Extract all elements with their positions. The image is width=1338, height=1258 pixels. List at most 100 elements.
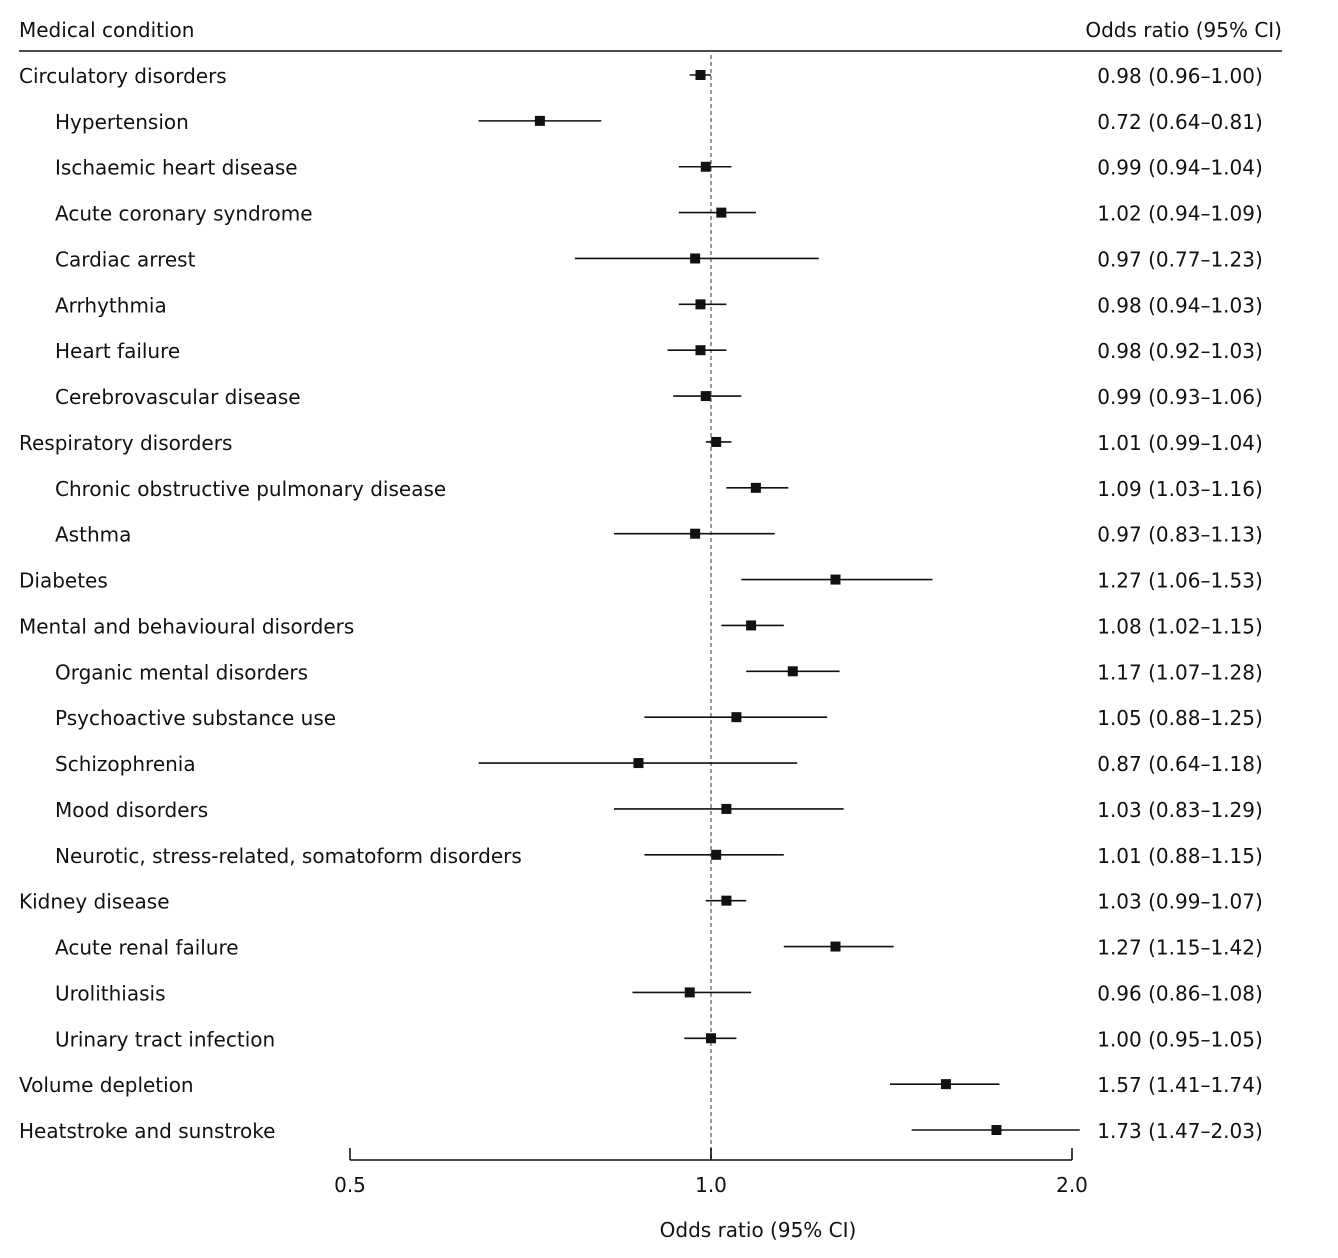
- row-label: Heart failure: [55, 339, 180, 363]
- row-label: Acute renal failure: [55, 936, 239, 960]
- or-ci-value: 0.97 (0.77–1.23): [1097, 247, 1263, 271]
- or-ci-value: 0.98 (0.92–1.03): [1097, 339, 1263, 363]
- forest-row: Ischaemic heart disease 0.99 (0.94–1.04): [55, 156, 1263, 180]
- or-ci-value: 1.17 (1.07–1.28): [1097, 660, 1263, 684]
- point-estimate-marker: [711, 849, 722, 860]
- or-ci-value: 1.27 (1.06–1.53): [1097, 569, 1263, 593]
- point-estimate-marker: [721, 803, 732, 814]
- point-estimate-marker: [750, 482, 761, 493]
- or-ci-value: 0.72 (0.64–0.81): [1097, 110, 1263, 134]
- row-label: Kidney disease: [19, 890, 170, 914]
- forest-row: Circulatory disorders 0.98 (0.96–1.00): [19, 64, 1263, 88]
- or-ci-value: 0.99 (0.94–1.04): [1097, 156, 1263, 180]
- point-estimate-marker: [991, 1125, 1002, 1136]
- forest-row: Asthma 0.97 (0.83–1.13): [55, 523, 1263, 547]
- point-estimate-marker: [695, 299, 706, 310]
- or-ci-value: 1.57 (1.41–1.74): [1097, 1073, 1263, 1097]
- point-estimate-marker: [706, 1033, 716, 1044]
- or-ci-value: 1.01 (0.99–1.04): [1097, 431, 1263, 455]
- or-ci-value: 1.08 (1.02–1.15): [1097, 614, 1263, 638]
- point-estimate-marker: [700, 161, 711, 172]
- point-estimate-marker: [830, 941, 841, 952]
- point-estimate-marker: [633, 758, 644, 769]
- row-label: Mental and behavioural disorders: [19, 614, 354, 638]
- or-ci-value: 1.03 (0.99–1.07): [1097, 890, 1263, 914]
- forest-row: Heatstroke and sunstroke 1.73 (1.47–2.03): [19, 1119, 1263, 1143]
- point-estimate-marker: [940, 1079, 951, 1090]
- forest-row: Cerebrovascular disease 0.99 (0.93–1.06): [55, 385, 1263, 409]
- point-estimate-marker: [787, 666, 798, 677]
- point-estimate-marker: [721, 895, 732, 906]
- x-tick-label: 1.0: [695, 1173, 727, 1197]
- point-estimate-marker: [746, 620, 757, 631]
- forest-row: Kidney disease 1.03 (0.99–1.07): [19, 890, 1263, 914]
- or-ci-value: 1.73 (1.47–2.03): [1097, 1119, 1263, 1143]
- row-label: Neurotic, stress-related, somatoform dis…: [55, 844, 522, 868]
- or-ci-value: 1.27 (1.15–1.42): [1097, 936, 1263, 960]
- header-odds-ratio: Odds ratio (95% CI): [1085, 18, 1282, 42]
- or-ci-value: 0.97 (0.83–1.13): [1097, 523, 1263, 547]
- forest-row: Volume depletion 1.57 (1.41–1.74): [19, 1073, 1263, 1097]
- or-ci-value: 0.99 (0.93–1.06): [1097, 385, 1263, 409]
- or-ci-value: 1.05 (0.88–1.25): [1097, 706, 1263, 730]
- forest-row: Chronic obstructive pulmonary disease 1.0…: [55, 477, 1263, 501]
- or-ci-value: 1.02 (0.94–1.09): [1097, 202, 1263, 226]
- forest-row: Psychoactive substance use 1.05 (0.88–1.2…: [55, 706, 1263, 730]
- point-estimate-marker: [695, 70, 706, 80]
- row-label: Diabetes: [19, 569, 108, 593]
- forest-row: Mood disorders 1.03 (0.83–1.29): [55, 798, 1263, 822]
- forest-row: Heart failure 0.98 (0.92–1.03): [55, 339, 1263, 363]
- point-estimate-marker: [830, 574, 841, 585]
- forest-row: Neurotic, stress-related, somatoform dis…: [55, 844, 1263, 868]
- point-estimate-marker: [695, 345, 706, 356]
- or-ci-value: 1.09 (1.03–1.16): [1097, 477, 1263, 501]
- or-ci-value: 1.00 (0.95–1.05): [1097, 1027, 1263, 1051]
- or-ci-value: 0.96 (0.86–1.08): [1097, 981, 1263, 1005]
- point-estimate-marker: [711, 436, 722, 447]
- point-estimate-marker: [700, 391, 711, 402]
- forest-row: Diabetes 1.27 (1.06–1.53): [19, 569, 1263, 593]
- point-estimate-marker: [690, 528, 701, 539]
- row-label: Ischaemic heart disease: [55, 156, 298, 180]
- or-ci-value: 1.03 (0.83–1.29): [1097, 798, 1263, 822]
- point-estimate-marker: [534, 115, 545, 126]
- or-ci-value: 1.01 (0.88–1.15): [1097, 844, 1263, 868]
- row-label: Respiratory disorders: [19, 431, 232, 455]
- forest-row: Acute renal failure 1.27 (1.15–1.42): [55, 936, 1263, 960]
- forest-row: Acute coronary syndrome 1.02 (0.94–1.09): [55, 202, 1263, 226]
- row-label: Psychoactive substance use: [55, 706, 336, 730]
- row-label: Cardiac arrest: [55, 247, 196, 271]
- forest-row: Urolithiasis 0.96 (0.86–1.08): [55, 981, 1263, 1005]
- forest-row: Respiratory disorders 1.01 (0.99–1.04): [19, 431, 1263, 455]
- point-estimate-marker: [716, 207, 727, 218]
- row-label: Acute coronary syndrome: [55, 202, 313, 226]
- forest-row: Arrhythmia 0.98 (0.94–1.03): [55, 293, 1263, 317]
- row-label: Organic mental disorders: [55, 660, 308, 684]
- row-label: Hypertension: [55, 110, 189, 134]
- row-label: Arrhythmia: [55, 293, 167, 317]
- row-label: Mood disorders: [55, 798, 208, 822]
- x-tick-label: 2.0: [1056, 1173, 1088, 1197]
- row-label: Urolithiasis: [55, 981, 166, 1005]
- or-ci-value: 0.87 (0.64–1.18): [1097, 752, 1263, 776]
- x-tick-label: 0.5: [334, 1173, 366, 1197]
- forest-row: Organic mental disorders 1.17 (1.07–1.28): [55, 660, 1263, 684]
- or-ci-value: 0.98 (0.94–1.03): [1097, 293, 1263, 317]
- x-axis-label: Odds ratio (95% CI): [660, 1218, 857, 1242]
- row-label: Heatstroke and sunstroke: [19, 1119, 275, 1143]
- row-label: Cerebrovascular disease: [55, 385, 301, 409]
- row-label: Urinary tract infection: [55, 1027, 275, 1051]
- forest-row: Mental and behavioural disorders 1.08 (1.…: [19, 614, 1263, 638]
- point-estimate-marker: [684, 987, 695, 998]
- row-label: Asthma: [55, 523, 131, 547]
- row-label: Circulatory disorders: [19, 64, 227, 88]
- row-label: Volume depletion: [19, 1073, 194, 1097]
- point-estimate-marker: [731, 712, 742, 723]
- row-label: Schizophrenia: [55, 752, 196, 776]
- point-estimate-marker: [690, 253, 701, 264]
- forest-row: Hypertension 0.72 (0.64–0.81): [55, 110, 1263, 134]
- row-label: Chronic obstructive pulmonary disease: [55, 477, 446, 501]
- forest-row: Cardiac arrest 0.97 (0.77–1.23): [55, 247, 1263, 271]
- or-ci-value: 0.98 (0.96–1.00): [1097, 64, 1263, 88]
